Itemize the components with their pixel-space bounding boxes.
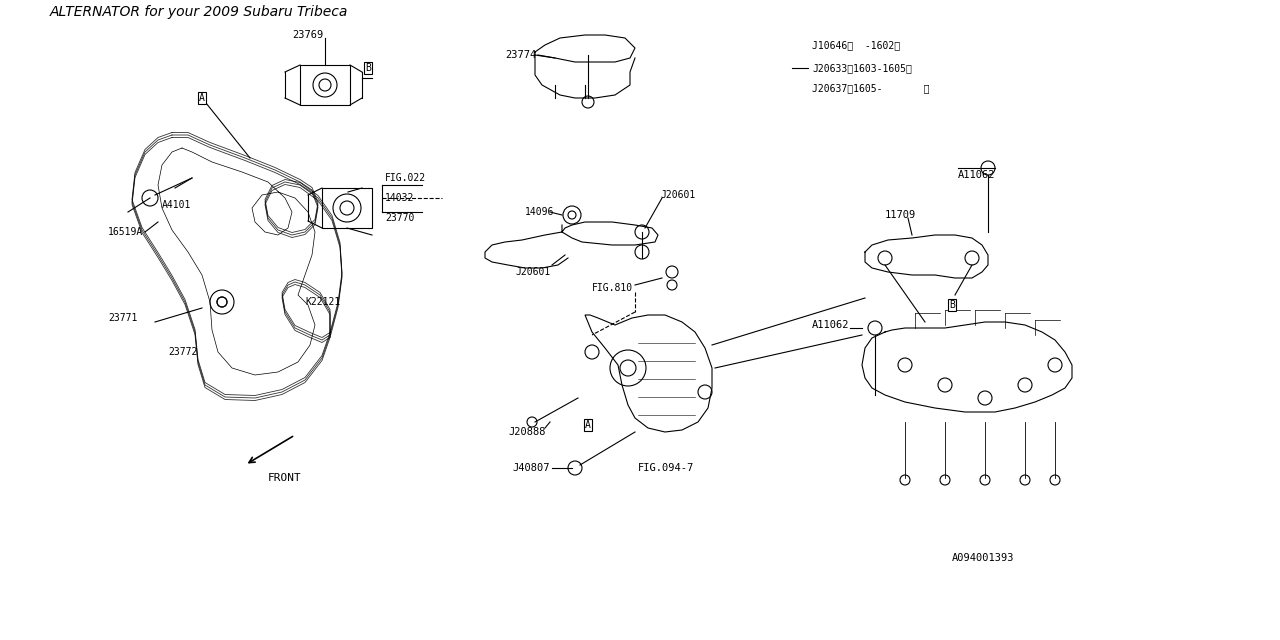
Text: A11062: A11062 [812, 320, 850, 330]
Text: J40807: J40807 [512, 463, 549, 473]
Text: K22121: K22121 [305, 297, 340, 307]
Text: J20888: J20888 [508, 427, 545, 437]
Circle shape [142, 190, 157, 206]
Text: B: B [948, 300, 955, 310]
Text: 23770: 23770 [385, 213, 415, 223]
Text: 23769: 23769 [292, 30, 324, 40]
Text: J20601: J20601 [515, 267, 550, 277]
Text: 11709: 11709 [884, 210, 916, 220]
Text: A094001393: A094001393 [952, 553, 1015, 563]
Text: A: A [200, 93, 205, 103]
Text: J20601: J20601 [660, 190, 695, 200]
Text: FIG.022: FIG.022 [385, 173, 426, 183]
Text: 23771: 23771 [108, 313, 137, 323]
Text: FRONT: FRONT [268, 473, 302, 483]
Text: A4101: A4101 [163, 200, 192, 210]
Text: J20633〈1603-1605〉: J20633〈1603-1605〉 [812, 63, 911, 73]
Text: ALTERNATOR for your 2009 Subaru Tribeca: ALTERNATOR for your 2009 Subaru Tribeca [50, 5, 348, 19]
Text: 16519A: 16519A [108, 227, 143, 237]
Text: A11062: A11062 [957, 170, 996, 180]
Text: 14032: 14032 [385, 193, 415, 203]
Text: J20637〈1605-       〉: J20637〈1605- 〉 [812, 83, 929, 93]
Text: FIG.810: FIG.810 [593, 283, 634, 293]
Text: 14096: 14096 [525, 207, 554, 217]
Text: A: A [585, 420, 591, 430]
Text: J10646〈  -1602〉: J10646〈 -1602〉 [812, 40, 900, 50]
Text: B: B [365, 63, 371, 73]
Text: FIG.094-7: FIG.094-7 [637, 463, 694, 473]
Text: 23774: 23774 [506, 50, 536, 60]
Text: 23772: 23772 [168, 347, 197, 357]
